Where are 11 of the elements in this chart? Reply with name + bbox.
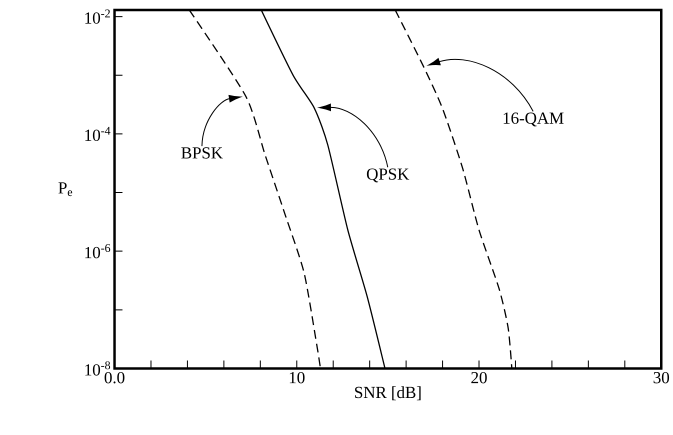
x-axis-title: SNR [dB] [355, 386, 421, 400]
series-label: QPSK [366, 168, 410, 182]
y-tick-label: 10$^{-4}$ [85, 126, 110, 141]
x-tick-label: 20 [471, 372, 487, 384]
y-axis-title: P$_{e}$ [58, 182, 72, 196]
y-tick-label: 10$^{-6}$ [85, 244, 110, 258]
text: 16-QAM [504, 112, 564, 126]
y-tick-label: 10$^{-2}$ [85, 9, 110, 24]
x-tick-label: 10 [290, 372, 305, 384]
text: BPSK [181, 147, 223, 159]
x-tick-label: 30 [654, 372, 670, 384]
